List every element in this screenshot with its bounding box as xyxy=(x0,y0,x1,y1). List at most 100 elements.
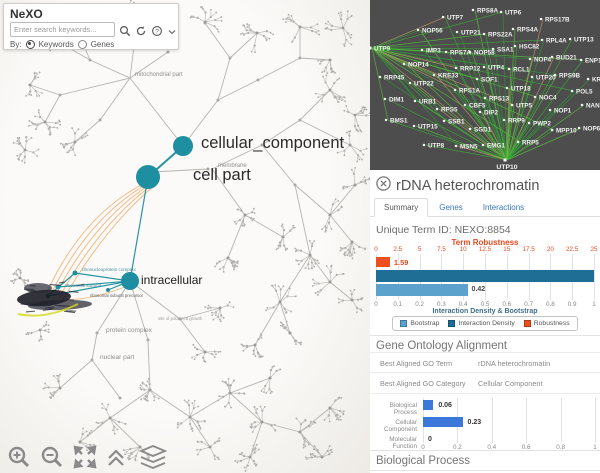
reset-icon[interactable] xyxy=(135,24,147,36)
search-icon[interactable] xyxy=(119,24,131,36)
network-node[interactable] xyxy=(527,121,531,125)
network-node[interactable] xyxy=(503,158,507,162)
network-node[interactable] xyxy=(570,89,574,93)
ontology-term-node[interactable] xyxy=(136,165,160,189)
search-input[interactable] xyxy=(10,22,115,37)
gene-label[interactable]: RRP9 xyxy=(508,117,525,124)
network-node[interactable] xyxy=(413,99,417,103)
gene-label[interactable]: UTP7 xyxy=(447,14,464,21)
network-node[interactable] xyxy=(441,15,445,19)
network-node[interactable] xyxy=(435,107,439,111)
gene-label[interactable]: UTP15 xyxy=(418,123,438,130)
gene-label[interactable]: UTP18 xyxy=(511,85,531,92)
gene-label[interactable]: RPS4A xyxy=(517,26,538,33)
tab-genes[interactable]: Genes xyxy=(439,203,463,212)
gene-label[interactable]: RPS13 xyxy=(489,95,509,102)
gene-label[interactable]: ENP1 xyxy=(585,57,600,64)
gene-label[interactable]: RCL1 xyxy=(513,66,530,73)
network-node[interactable] xyxy=(420,48,424,52)
gene-label[interactable]: EMG1 xyxy=(487,142,505,149)
network-node[interactable] xyxy=(422,143,426,147)
network-node[interactable] xyxy=(482,32,486,36)
gene-label[interactable]: UTP22 xyxy=(414,80,434,87)
network-node[interactable] xyxy=(478,110,482,114)
gene-label[interactable]: UTP6 xyxy=(505,9,522,16)
network-node[interactable] xyxy=(528,57,532,61)
network-node[interactable] xyxy=(383,97,387,101)
gene-label[interactable]: IMP3 xyxy=(426,47,441,54)
radio-keywords-label[interactable]: Keywords xyxy=(38,40,74,49)
close-icon[interactable] xyxy=(376,176,391,196)
gene-label[interactable]: KRR1 xyxy=(592,76,600,83)
gene-label[interactable]: RPS17B xyxy=(545,16,570,23)
map-label[interactable]: cellular_component xyxy=(201,134,345,152)
interaction-network-panel[interactable]: UTP7 RPS8A UTP6 RPS17B NOP56 UTP21 RPS22A RPS4A… xyxy=(370,0,600,170)
bar[interactable] xyxy=(423,400,434,410)
zoom-in-icon[interactable] xyxy=(6,444,32,470)
gene-label[interactable]: DIM1 xyxy=(389,96,405,103)
radio-genes[interactable] xyxy=(77,40,87,49)
network-node[interactable] xyxy=(513,44,517,48)
gene-label[interactable]: NOP14 xyxy=(408,61,429,68)
network-node[interactable] xyxy=(580,103,584,107)
gene-label[interactable]: RPS1A xyxy=(459,87,480,94)
network-node[interactable] xyxy=(539,17,543,21)
gene-label[interactable]: UTP21 xyxy=(461,29,481,36)
ontology-term-node[interactable] xyxy=(72,270,78,276)
gene-label[interactable]: UTP5 xyxy=(516,102,533,109)
gene-label[interactable]: POL5 xyxy=(576,88,593,95)
network-node[interactable] xyxy=(533,95,537,99)
gene-label[interactable]: SSA1 xyxy=(497,46,514,53)
collapse-icon[interactable] xyxy=(105,444,131,470)
network-node[interactable] xyxy=(577,126,581,130)
network-node[interactable] xyxy=(444,50,448,54)
bar[interactable] xyxy=(423,417,463,427)
network-node[interactable] xyxy=(481,143,485,147)
gene-label[interactable]: MSN5 xyxy=(460,143,478,150)
network-node[interactable] xyxy=(468,50,472,54)
gene-label[interactable]: NOP1 xyxy=(554,107,572,114)
gene-label[interactable]: RPS7A xyxy=(450,49,471,56)
gene-label[interactable]: SGD1 xyxy=(474,126,492,133)
network-node[interactable] xyxy=(475,77,479,81)
gene-label[interactable]: RRP45 xyxy=(384,74,405,81)
network-node[interactable] xyxy=(499,10,503,14)
network-node[interactable] xyxy=(510,103,514,107)
gene-label[interactable]: UTP10 xyxy=(496,164,517,170)
network-node[interactable] xyxy=(455,30,459,34)
gene-label[interactable]: MPP10 xyxy=(556,127,577,134)
network-node[interactable] xyxy=(454,66,458,70)
gene-label[interactable]: CBF5 xyxy=(469,102,486,109)
gene-label[interactable]: RPS9B xyxy=(559,72,580,79)
tab-summary[interactable]: Summary xyxy=(374,198,429,217)
network-node[interactable] xyxy=(491,47,495,51)
network-node[interactable] xyxy=(483,96,487,100)
network-node[interactable] xyxy=(502,118,506,122)
network-node[interactable] xyxy=(408,81,412,85)
network-node[interactable] xyxy=(468,127,472,131)
network-node[interactable] xyxy=(402,62,406,66)
network-node[interactable] xyxy=(550,128,554,132)
gene-label[interactable]: SOF1 xyxy=(481,76,498,83)
ontology-term-node[interactable] xyxy=(55,284,61,290)
gene-label[interactable]: UTP9 xyxy=(374,45,391,52)
help-icon[interactable]: ? xyxy=(151,24,163,36)
gene-label[interactable]: BMS1 xyxy=(390,117,408,124)
network-node[interactable] xyxy=(550,55,554,59)
network-node[interactable] xyxy=(416,28,420,32)
gene-label[interactable]: RRP12 xyxy=(460,65,481,72)
gene-label[interactable]: NOP6 xyxy=(583,125,600,132)
network-node[interactable] xyxy=(530,75,534,79)
gene-label[interactable]: RPS5 xyxy=(441,106,458,113)
gene-label[interactable]: UTP13 xyxy=(574,36,594,43)
ontology-term-node[interactable] xyxy=(106,288,110,292)
gene-label[interactable]: SSB1 xyxy=(448,118,465,125)
gene-label[interactable]: BUD21 xyxy=(556,54,577,61)
network-node[interactable] xyxy=(471,8,475,12)
network-node[interactable] xyxy=(384,118,388,122)
network-node[interactable] xyxy=(568,37,572,41)
network-node[interactable] xyxy=(453,88,457,92)
tab-interactions[interactable]: Interactions xyxy=(482,203,525,212)
network-node[interactable] xyxy=(378,75,382,79)
gene-label[interactable]: RPL4A xyxy=(546,37,567,44)
